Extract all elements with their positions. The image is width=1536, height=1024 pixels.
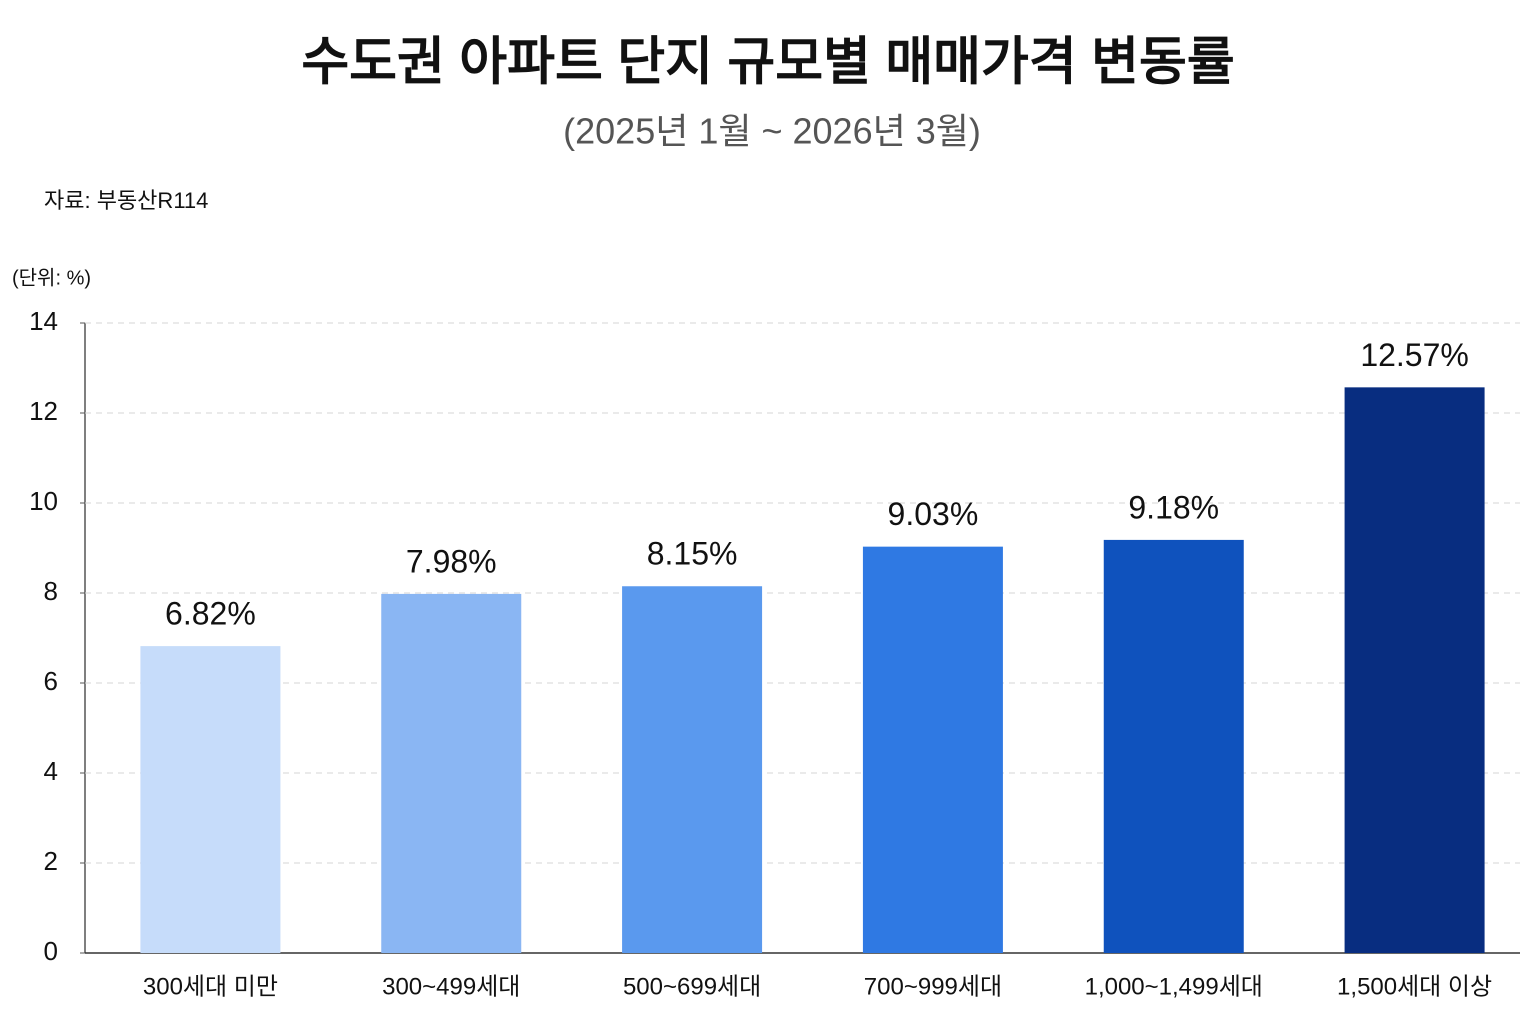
chart-subtitle: (2025년 1월 ~ 2026년 3월) [563, 111, 981, 152]
unit-label: (단위: %) [12, 266, 91, 289]
value-label: 9.18% [1128, 489, 1219, 525]
y-tick-label: 12 [29, 396, 58, 426]
chart-title: 수도권 아파트 단지 규모별 매매가격 변동률 [301, 34, 1234, 92]
value-label: 8.15% [647, 536, 738, 572]
bar [622, 586, 763, 953]
bar [140, 646, 281, 953]
bar [862, 546, 1003, 953]
y-tick-label: 10 [29, 486, 58, 516]
source-note: 자료: 부동산R114 [44, 188, 208, 213]
value-label: 12.57% [1360, 337, 1469, 373]
y-tick-label: 2 [44, 846, 58, 876]
y-tick-label: 6 [44, 666, 58, 696]
bar [1344, 387, 1485, 954]
x-tick-label: 1,500세대 이상 [1337, 973, 1492, 1000]
x-tick-label: 700~999세대 [864, 973, 1002, 1000]
y-tick-label: 0 [44, 936, 58, 966]
y-tick-label: 8 [44, 576, 58, 606]
value-label: 6.82% [165, 596, 256, 632]
bar [1103, 539, 1244, 953]
value-label: 7.98% [406, 543, 497, 579]
bar [381, 593, 522, 953]
x-tick-label: 300세대 미만 [143, 973, 278, 1000]
y-tick-label: 4 [44, 756, 58, 786]
x-tick-label: 500~699세대 [623, 973, 761, 1000]
y-tick-label: 14 [29, 306, 58, 336]
value-label: 9.03% [888, 496, 979, 532]
x-tick-label: 1,000~1,499세대 [1085, 973, 1263, 1000]
x-tick-label: 300~499세대 [382, 973, 520, 1000]
